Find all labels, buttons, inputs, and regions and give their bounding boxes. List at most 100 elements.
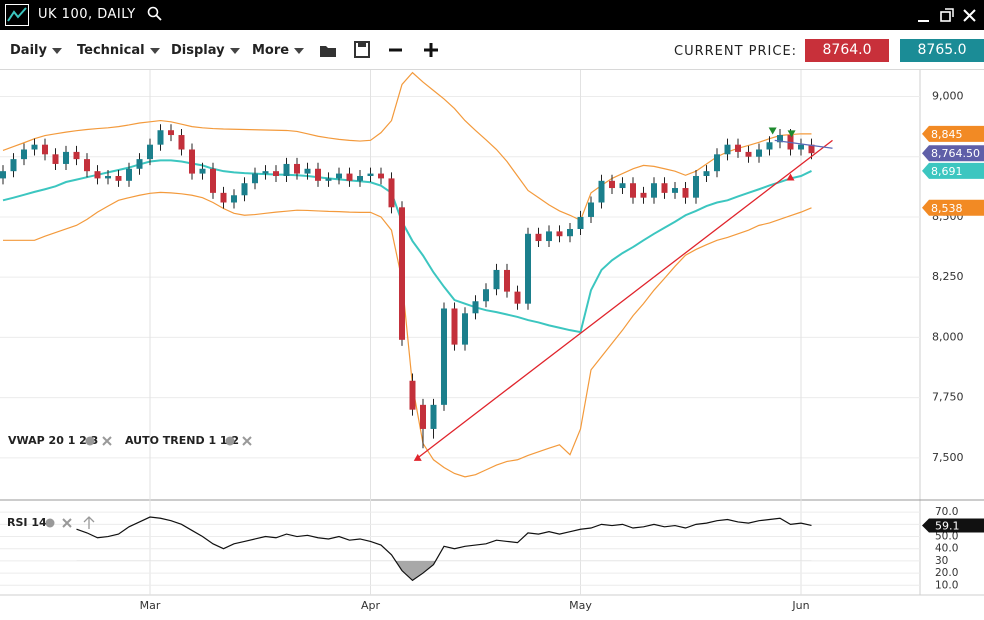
menu[interactable]: Daily xyxy=(10,43,62,58)
candle-body xyxy=(661,183,668,193)
price-tag xyxy=(922,145,984,162)
candle-body xyxy=(147,144,153,160)
y-tick-label: 30 xyxy=(935,555,948,567)
candle-body xyxy=(189,149,195,174)
candle-body xyxy=(556,231,563,237)
candle-body xyxy=(808,144,815,154)
candle-body xyxy=(777,135,783,143)
candle-body xyxy=(84,159,90,172)
candle-body xyxy=(304,168,311,174)
candle-body xyxy=(409,380,416,410)
candle-body xyxy=(294,163,300,174)
candle-body xyxy=(105,175,111,179)
y-tick-label: 8,000 xyxy=(932,330,964,343)
candle-body xyxy=(73,151,80,160)
candle-body xyxy=(535,233,542,242)
candle-body xyxy=(21,149,27,160)
candle-body xyxy=(63,151,69,164)
candle-body xyxy=(262,171,269,174)
settings-icon[interactable] xyxy=(45,518,55,528)
candle-body xyxy=(640,192,647,198)
candle-body xyxy=(0,171,6,179)
candle-body xyxy=(766,142,773,150)
candle-body xyxy=(115,175,122,181)
candle-body xyxy=(378,173,384,179)
candle-body xyxy=(630,183,636,198)
x-tick-label: Jun xyxy=(791,599,809,612)
price-tag-label: 59.1 xyxy=(935,519,960,532)
candle-body xyxy=(756,149,762,157)
candle-body xyxy=(42,144,48,155)
y-tick-label: 7,500 xyxy=(932,451,964,464)
candle-body xyxy=(273,171,279,176)
logo xyxy=(5,4,29,26)
menu[interactable]: More xyxy=(252,43,304,58)
candle-body xyxy=(336,173,342,179)
y-tick-label: 70.0 xyxy=(935,506,958,518)
move-up-icon[interactable] xyxy=(83,516,95,529)
close-icon[interactable] xyxy=(242,436,252,446)
labels: VWAP 20 1 2 3 AUTO TREND 1 1 2 RSI 14 xyxy=(7,434,252,529)
candle-body xyxy=(136,159,143,169)
candle-body xyxy=(94,171,101,179)
y-tick-label: 40.0 xyxy=(935,543,958,555)
candle-body xyxy=(483,289,489,302)
price-tag xyxy=(922,518,984,533)
candle-body xyxy=(472,301,479,314)
menu[interactable]: Display xyxy=(171,43,240,58)
candle-body xyxy=(493,269,500,290)
candle-body xyxy=(430,404,437,429)
settings-icon[interactable] xyxy=(85,436,95,446)
candle-body xyxy=(672,188,678,193)
settings-icon[interactable] xyxy=(225,436,235,446)
tool-icons[interactable] xyxy=(318,38,458,62)
candle-body xyxy=(126,168,132,181)
y-tick-label: 9,000 xyxy=(932,89,964,102)
candle-body xyxy=(588,202,594,217)
candle-body xyxy=(735,144,741,152)
price-tag xyxy=(922,125,984,142)
candle-body xyxy=(241,183,248,196)
price-tag xyxy=(922,199,984,216)
candle-body xyxy=(220,192,227,203)
candle-body xyxy=(609,180,615,189)
candle-body xyxy=(682,188,689,198)
candle-body xyxy=(567,228,573,237)
candle-body xyxy=(703,171,710,176)
candle-body xyxy=(388,178,395,208)
candle-body xyxy=(546,231,552,242)
candle-body xyxy=(178,135,185,150)
candle-body xyxy=(514,291,521,304)
candle-body xyxy=(357,175,363,181)
indicator-icons[interactable] xyxy=(45,436,235,528)
close-icon[interactable] xyxy=(62,518,72,528)
candle-body xyxy=(325,178,332,181)
search-icon[interactable] xyxy=(147,6,163,22)
trend-line xyxy=(417,139,833,459)
indicator-label: AUTO TREND 1 1 2 xyxy=(125,434,239,447)
close-icons[interactable] xyxy=(62,436,252,528)
y-tick-label: 50.0 xyxy=(935,531,958,543)
y-tick-label: 10.0 xyxy=(935,579,958,591)
candle-body xyxy=(724,144,731,155)
candle-body xyxy=(399,207,405,340)
close-icon[interactable] xyxy=(102,436,112,446)
instrument-title: UK 100, DAILY xyxy=(38,7,136,22)
candle-body xyxy=(52,154,59,164)
bid-price[interactable]: 8764.0 xyxy=(805,39,889,62)
candle-body xyxy=(619,183,626,189)
ask-price[interactable]: 8765.0 xyxy=(900,39,984,62)
x-tick-label: Apr xyxy=(361,599,381,612)
candle-body xyxy=(504,269,510,292)
candle-body xyxy=(157,130,164,145)
candle-body xyxy=(367,173,374,176)
candle-body xyxy=(315,168,321,181)
candle-body xyxy=(451,308,458,345)
band-line xyxy=(2,71,812,222)
window-controls[interactable] xyxy=(912,6,982,26)
menu[interactable]: Technical xyxy=(77,43,160,58)
candle-body xyxy=(252,173,258,184)
band-line xyxy=(3,191,812,478)
